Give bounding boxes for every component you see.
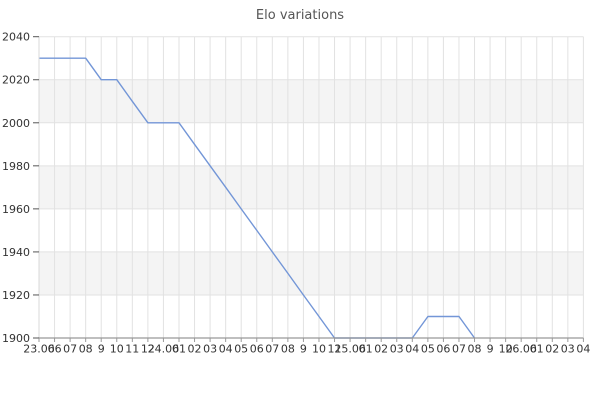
x-tick-label: 08 [79, 343, 93, 356]
x-tick-label: 10 [312, 343, 326, 356]
x-tick-label: 26.06 [505, 343, 537, 356]
y-band [39, 79, 584, 123]
x-tick-label: 03 [561, 343, 575, 356]
y-tick-label: 1980 [2, 160, 30, 173]
x-tick-label: 06 [48, 343, 62, 356]
y-band [39, 208, 584, 252]
x-tick-label: 02 [374, 343, 388, 356]
x-tick-label: 05 [421, 343, 435, 356]
y-tick-label: 1920 [2, 289, 30, 302]
x-tick-label: 23.06 [23, 343, 55, 356]
x-tick-label: 01 [172, 343, 186, 356]
x-tick-label: 07 [265, 343, 279, 356]
chart-title: Elo variations [256, 8, 344, 23]
y-tick-label: 2020 [2, 74, 30, 87]
x-tick-label: 06 [436, 343, 450, 356]
x-tick-label: 12 [141, 343, 155, 356]
y-tick-label: 1940 [2, 246, 30, 259]
y-band [39, 165, 584, 209]
x-tick-label: 02 [545, 343, 559, 356]
x-tick-label: 01 [359, 343, 373, 356]
x-tick-label: 08 [281, 343, 295, 356]
y-band [39, 36, 584, 80]
y-band [39, 251, 584, 295]
x-tick-label: 11 [328, 343, 342, 356]
x-tick-label: 10 [499, 343, 513, 356]
x-tick-label: 01 [530, 343, 544, 356]
y-tick-label: 1900 [2, 332, 30, 345]
background-bands [39, 36, 584, 338]
x-tick-label: 05 [234, 343, 248, 356]
y-band [39, 122, 584, 166]
y-band [39, 294, 584, 338]
x-tick-label: 03 [203, 343, 217, 356]
x-tick-label: 24.06 [148, 343, 180, 356]
x-tick-label: 04 [219, 343, 233, 356]
axes [33, 36, 584, 342]
x-tick-label: 9 [98, 343, 105, 356]
x-tick-label: 07 [452, 343, 466, 356]
x-tick-label: 11 [125, 343, 139, 356]
x-tick-label: 07 [63, 343, 77, 356]
x-tick-label: 10 [110, 343, 124, 356]
y-tick-label: 2000 [2, 117, 30, 130]
y-tick-label: 1960 [2, 203, 30, 216]
y-tick-label: 2040 [2, 31, 30, 44]
x-tick-label: 03 [390, 343, 404, 356]
x-tick-label: 02 [188, 343, 202, 356]
x-tick-label: 25.06 [334, 343, 366, 356]
x-tick-label: 06 [250, 343, 264, 356]
x-tick-label: 08 [468, 343, 482, 356]
x-tick-label: 9 [300, 343, 307, 356]
x-tick-label: 9 [487, 343, 494, 356]
x-tick-label: 04 [576, 343, 590, 356]
x-tick-label: 04 [405, 343, 419, 356]
